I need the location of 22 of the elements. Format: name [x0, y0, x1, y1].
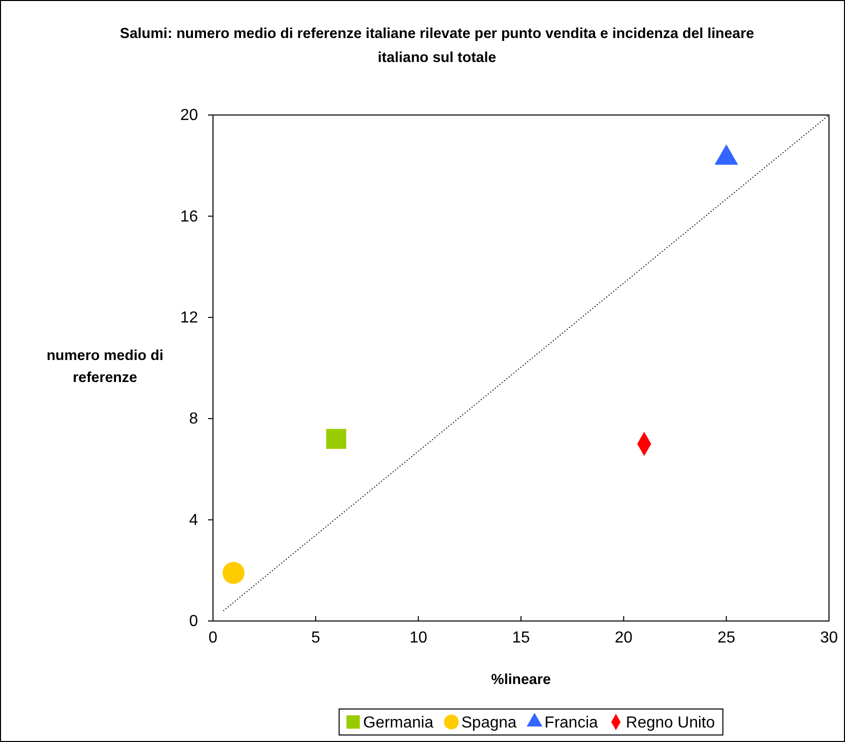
y-tick-label: 4: [189, 512, 198, 529]
x-tick-label: 30: [820, 629, 838, 646]
x-tick-label: 25: [717, 629, 736, 646]
x-tick-label: 5: [311, 629, 320, 646]
legend-label: Spagna: [461, 714, 517, 732]
chart-title: Salumi: numero medio di referenze italiane rilevate per punto vendita e incidenza del lineare italiano sul totale: [120, 26, 754, 66]
point: [714, 144, 738, 165]
y-tick-label: 12: [180, 310, 198, 327]
y-tick-label: 20: [180, 107, 198, 124]
x-axis-title: %lineare: [491, 672, 551, 688]
x-tick-label: 15: [512, 629, 530, 646]
legend-label: Regno Unito: [626, 714, 715, 732]
y-tick-label: 16: [180, 208, 198, 226]
x-tick-label: 10: [409, 629, 428, 646]
legend-label: Germania: [363, 714, 434, 732]
y-tick-label: 0: [189, 613, 198, 630]
y-axis-title: numero medio di referenze: [46, 348, 164, 386]
point: [326, 428, 346, 449]
legend-label: Francia: [544, 714, 598, 732]
x-tick-label: 0: [208, 629, 218, 646]
x-tick-label: 20: [614, 629, 633, 646]
y-tick-label: 8: [189, 410, 198, 428]
